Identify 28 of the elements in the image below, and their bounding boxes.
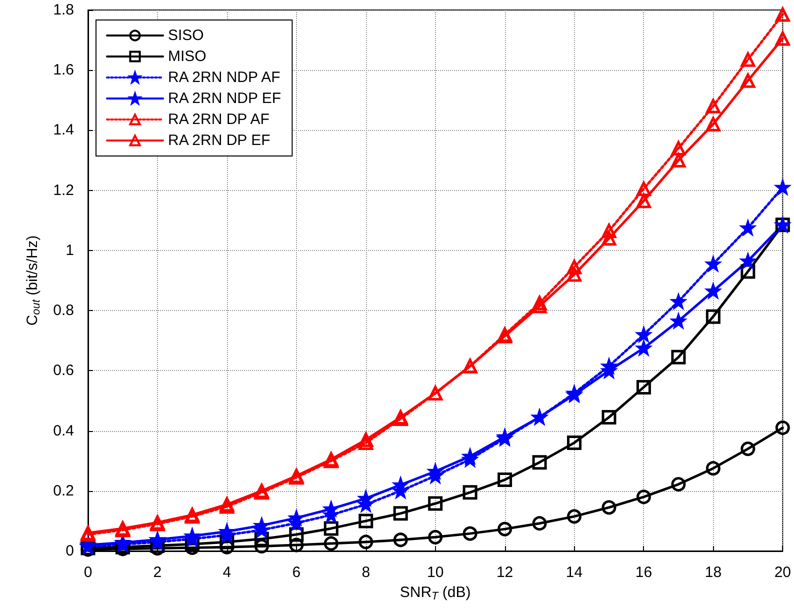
- y-tick-label: 1.6: [53, 62, 74, 79]
- legend-label: RA 2RN NDP EF: [168, 90, 282, 107]
- x-tick-label: 16: [635, 564, 652, 581]
- y-tick-label: 1.4: [53, 122, 74, 139]
- x-tick-label: 20: [774, 564, 791, 581]
- y-axis-title: Cout (bit/s/Hz): [24, 235, 43, 326]
- legend-label: MISO: [168, 48, 206, 65]
- x-tick-label: 14: [566, 564, 583, 581]
- x-tick-label: 4: [222, 564, 232, 581]
- y-tick-label: 1: [66, 242, 74, 259]
- x-tick-label: 8: [362, 564, 370, 581]
- y-tick-label: 0.8: [53, 302, 74, 320]
- x-tick-label: 2: [153, 564, 162, 581]
- x-tick-label: 0: [84, 564, 92, 581]
- y-tick-label: 0.4: [53, 422, 74, 440]
- y-tick-label: 0.6: [53, 362, 74, 380]
- x-tick-label: 10: [426, 564, 444, 581]
- x-tick-label: 6: [292, 564, 301, 581]
- x-tick-label: 12: [496, 564, 514, 581]
- legend-label: RA 2RN DP EF: [168, 132, 270, 149]
- y-tick-label: 1.8: [53, 2, 74, 18]
- legend-label: SISO: [168, 27, 204, 44]
- y-tick-label: 0.2: [53, 482, 74, 500]
- x-tick-label: 18: [704, 564, 722, 581]
- legend-label: RA 2RN NDP AF: [168, 69, 280, 86]
- y-tick-label: 1.2: [53, 182, 74, 199]
- y-tick-label: 0: [66, 542, 74, 560]
- legend-label: RA 2RN DP AF: [168, 111, 270, 128]
